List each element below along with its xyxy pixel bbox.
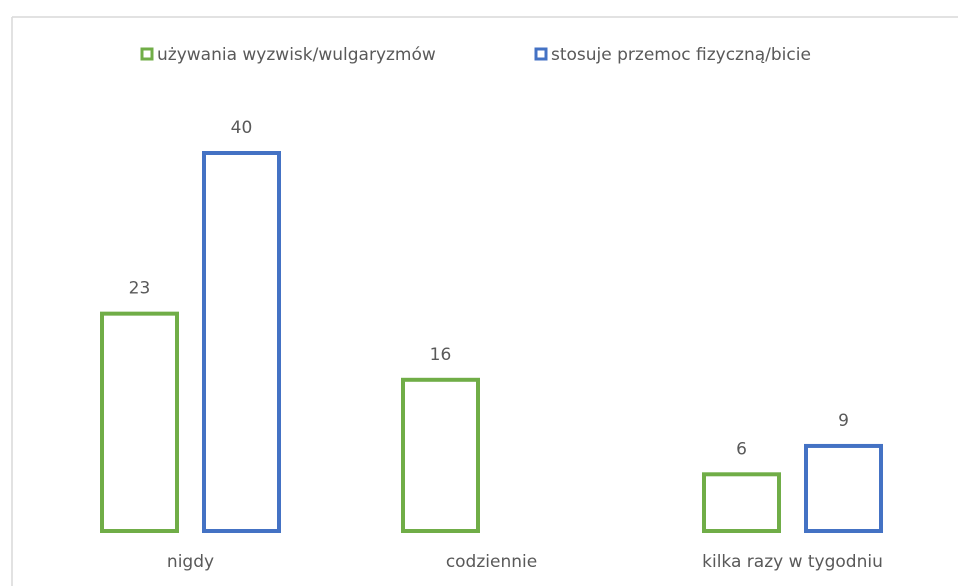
data-label: 23 — [129, 279, 151, 299]
data-label: 16 — [430, 345, 452, 365]
data-label: 6 — [736, 439, 747, 459]
legend-label: używania wyzwisk/wulgaryzmów — [157, 45, 436, 65]
bar — [401, 377, 480, 533]
bar — [202, 151, 281, 533]
bar — [100, 311, 179, 533]
x-tick-label: kilka razy w tygodniu — [702, 552, 883, 572]
bar — [702, 472, 781, 533]
data-label: 9 — [838, 411, 849, 431]
legend-label: stosuje przemoc fizyczną/bicie — [551, 45, 811, 65]
legend-swatch — [534, 47, 548, 61]
x-tick-label: nigdy — [167, 552, 214, 572]
bar — [804, 443, 883, 534]
data-label: 40 — [231, 118, 253, 138]
x-tick-label: codziennie — [446, 552, 537, 572]
legend-swatch — [140, 47, 154, 61]
